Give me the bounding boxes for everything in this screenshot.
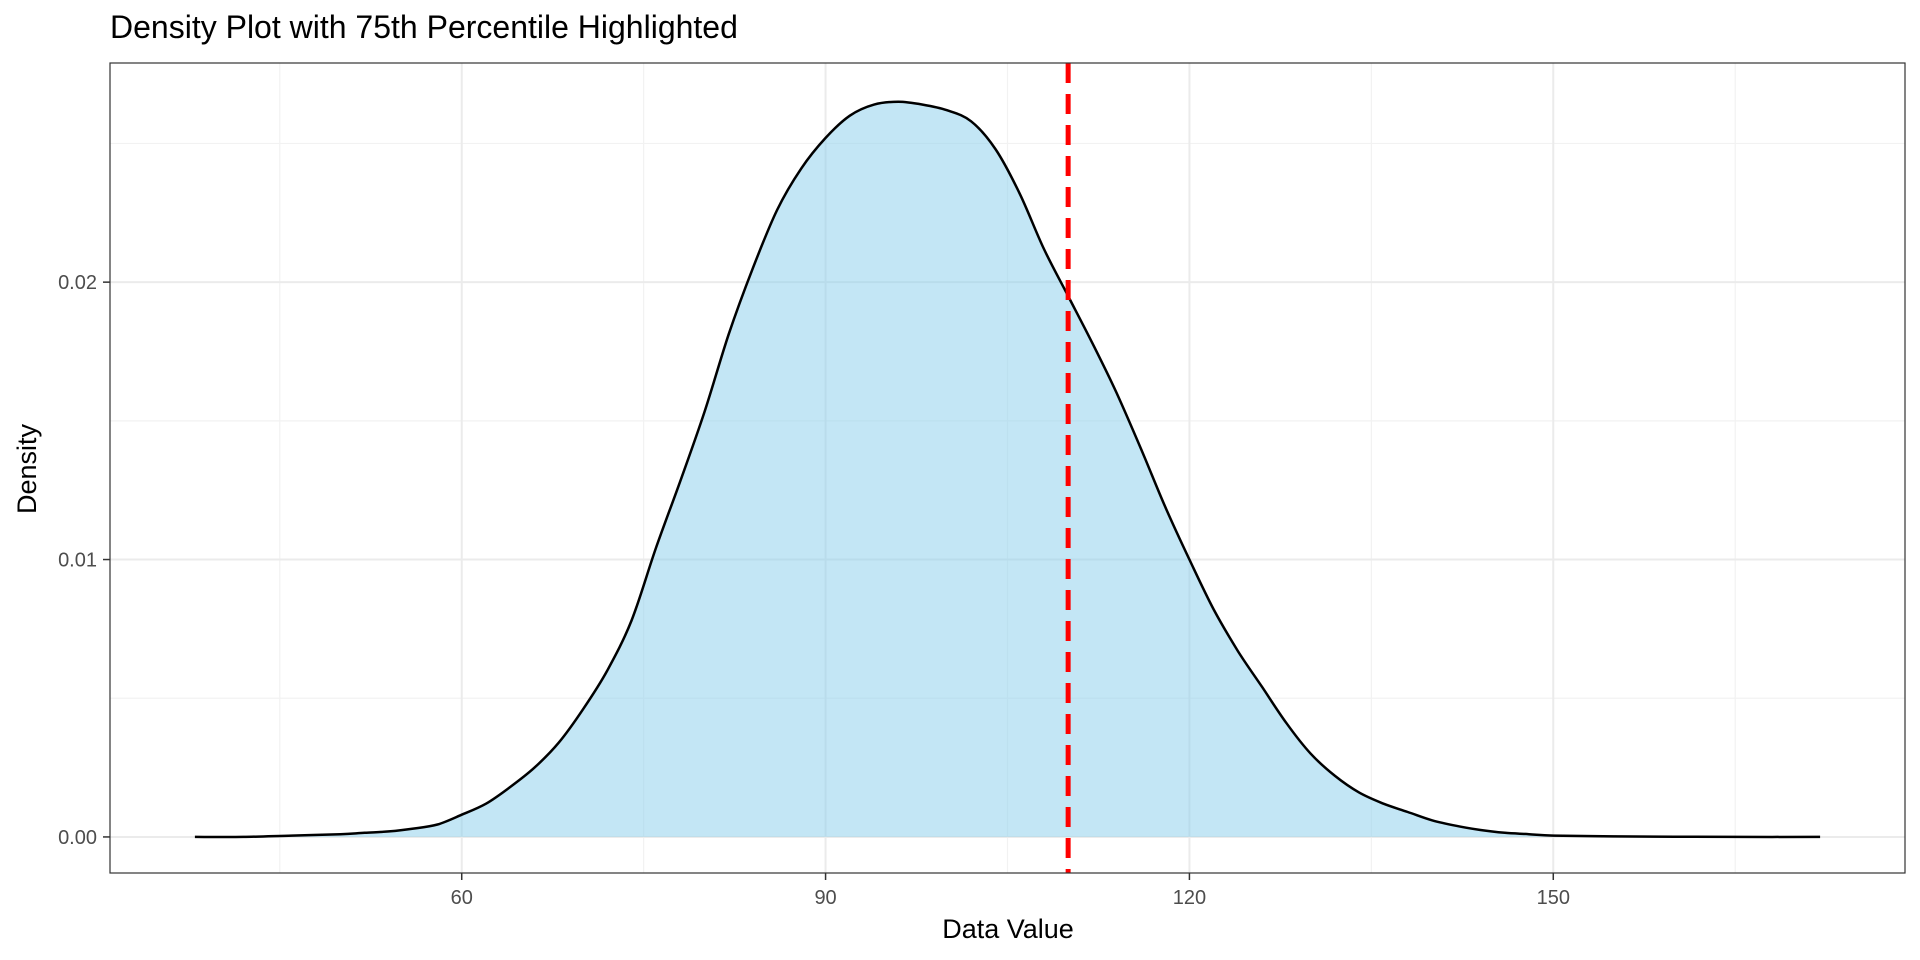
chart-title: Density Plot with 75th Percentile Highli… xyxy=(110,9,738,45)
x-tick-label: 90 xyxy=(814,887,836,909)
y-tick-label: 0.02 xyxy=(58,272,97,294)
panel-border xyxy=(109,62,1906,874)
density-curve xyxy=(194,100,1821,839)
y-axis: 0.00 0.01 0.02 xyxy=(58,272,110,849)
x-tick-label: 60 xyxy=(451,887,473,909)
x-axis: 60 90 120 150 xyxy=(451,873,1570,909)
y-tick-label: 0.00 xyxy=(58,827,97,849)
y-axis-title: Density xyxy=(12,423,42,514)
x-axis-title: Data Value xyxy=(942,914,1074,944)
x-tick-label: 150 xyxy=(1537,887,1570,909)
density-area xyxy=(194,101,1821,838)
x-tick-label: 120 xyxy=(1173,887,1206,909)
y-tick-label: 0.01 xyxy=(58,550,97,572)
